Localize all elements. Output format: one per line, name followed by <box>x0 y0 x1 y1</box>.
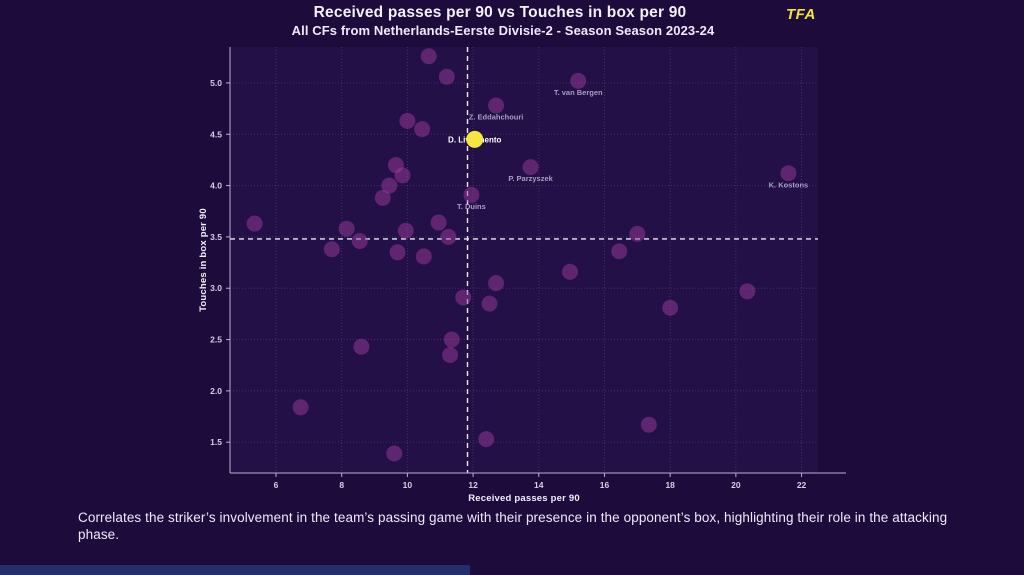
scatter-point <box>394 167 411 184</box>
y-tick-label: 5.0 <box>210 78 222 88</box>
highlighted-scatter-point <box>466 130 484 148</box>
scatter-point <box>481 295 498 312</box>
scatter-point <box>478 431 495 448</box>
scatter-point <box>381 177 398 194</box>
scatter-point <box>420 48 437 65</box>
scatter-point <box>338 220 355 237</box>
y-tick-label: 2.0 <box>210 386 222 396</box>
y-tick-label: 4.0 <box>210 181 222 191</box>
scatter-point <box>438 68 455 85</box>
x-tick-label: 20 <box>731 480 741 490</box>
y-tick-label: 2.5 <box>210 335 222 345</box>
scatter-point <box>351 233 368 250</box>
scatter-point <box>629 225 646 242</box>
bottom-accent-bar <box>0 565 470 575</box>
scatter-point <box>442 346 459 363</box>
scatter-point <box>374 189 391 206</box>
x-axis-title: Received passes per 90 <box>468 493 580 504</box>
scatter-point <box>389 244 406 261</box>
plot-area <box>230 47 818 473</box>
scatter-point <box>443 331 460 348</box>
y-axis-title: Touches in box per 90 <box>198 208 209 312</box>
scatter-point <box>246 215 263 232</box>
scatter-point <box>455 289 472 306</box>
scatter-point <box>353 338 370 355</box>
scatter-point <box>640 416 657 433</box>
x-tick-label: 14 <box>534 480 544 490</box>
scatter-point <box>780 165 797 182</box>
scatter-point <box>440 228 457 245</box>
player-label: T. van Bergen <box>554 88 603 97</box>
y-tick-label: 3.5 <box>210 232 222 242</box>
scatter-point <box>488 275 505 292</box>
scatter-point <box>386 445 403 462</box>
y-tick-label: 3.0 <box>210 283 222 293</box>
scatter-point <box>414 121 431 138</box>
scatter-point <box>561 263 578 280</box>
x-tick-label: 10 <box>403 480 413 490</box>
scatter-point <box>430 214 447 231</box>
scatter-point <box>292 399 309 416</box>
x-tick-label: 8 <box>339 480 344 490</box>
scatter-point <box>323 241 340 258</box>
player-label: T. Duins <box>457 202 486 211</box>
scatter-point <box>739 283 756 300</box>
scatter-point <box>662 299 679 316</box>
caption-text: Correlates the striker’s involvement in … <box>78 510 948 542</box>
player-label: Z. Eddahchouri <box>469 113 524 122</box>
x-tick-label: 18 <box>665 480 675 490</box>
scatter-point <box>463 186 480 203</box>
scatter-point <box>399 112 416 129</box>
scatter-point <box>611 243 628 260</box>
scatter-point <box>488 97 505 114</box>
x-tick-label: 16 <box>600 480 610 490</box>
y-tick-label: 1.5 <box>210 437 222 447</box>
scatter-point <box>570 72 587 89</box>
player-label: K. Kostons <box>769 180 809 189</box>
x-tick-label: 6 <box>274 480 279 490</box>
scatter-point <box>522 159 539 176</box>
x-tick-label: 12 <box>468 480 478 490</box>
chart-title: Received passes per 90 vs Touches in box… <box>313 4 687 21</box>
scatter-point <box>397 222 414 239</box>
scatter-point <box>415 248 432 265</box>
player-label: P. Parzyszek <box>508 174 553 183</box>
y-tick-label: 4.5 <box>210 129 222 139</box>
chart-subtitle: All CFs from Netherlands-Eerste Divisie-… <box>291 23 715 38</box>
x-tick-label: 22 <box>797 480 807 490</box>
tfa-logo: TFA <box>786 6 816 23</box>
